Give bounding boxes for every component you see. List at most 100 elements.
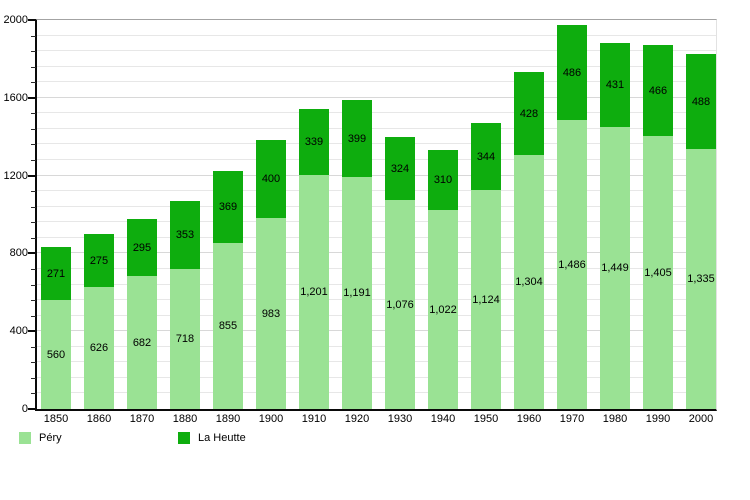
y-minor-tick	[31, 113, 36, 114]
bar-value-pery-1990: 1,405	[644, 267, 672, 279]
minor-gridline	[37, 50, 716, 51]
bar-value-pery-1920: 1,191	[343, 287, 371, 299]
y-minor-tick	[31, 191, 36, 192]
bar-segment-pery-1890: 855	[213, 243, 243, 409]
legend-swatch-pery	[19, 432, 31, 444]
bar-value-la-heutte-1860: 275	[89, 255, 109, 267]
bar-value-pery-2000: 1,335	[687, 273, 715, 285]
y-minor-tick	[31, 144, 36, 145]
bar-segment-la-heutte-1960: 428	[514, 72, 544, 155]
bar-segment-pery-1980: 1,449	[600, 127, 630, 409]
bar-segment-la-heutte-1950: 344	[471, 123, 501, 190]
minor-gridline	[37, 268, 716, 269]
minor-gridline	[37, 112, 716, 113]
bar-segment-la-heutte-1890: 369	[213, 171, 243, 243]
bar-value-pery-1910: 1,201	[300, 286, 328, 298]
bar-value-pery-1950: 1,124	[472, 294, 500, 306]
bar-segment-la-heutte-1880: 353	[170, 201, 200, 269]
y-major-tick	[28, 330, 36, 332]
bar-segment-pery-1850: 560	[41, 300, 71, 409]
bar-segment-la-heutte-1910: 339	[299, 109, 329, 175]
minor-gridline	[37, 346, 716, 347]
minor-gridline	[37, 206, 716, 207]
x-tick-label-1860: 1860	[86, 413, 112, 425]
major-gridline	[37, 252, 716, 253]
y-tick-label-800: 800	[9, 247, 28, 259]
minor-gridline	[37, 128, 716, 129]
y-tick-label-400: 400	[9, 325, 28, 337]
bar-segment-pery-2000: 1,335	[686, 149, 716, 409]
bar-value-la-heutte-1960: 428	[519, 108, 539, 120]
y-minor-tick	[31, 207, 36, 208]
major-gridline	[37, 97, 716, 98]
major-gridline	[37, 175, 716, 176]
bar-value-pery-1860: 626	[89, 342, 109, 354]
minor-gridline	[37, 237, 716, 238]
bar-value-la-heutte-1990: 466	[648, 85, 668, 97]
bar-segment-la-heutte-1920: 399	[342, 100, 372, 177]
minor-gridline	[37, 315, 716, 316]
x-tick-label-1960: 1960	[516, 413, 542, 425]
legend-label-pery: Péry	[39, 432, 62, 444]
bar-value-la-heutte-1930: 324	[390, 163, 410, 175]
y-major-tick	[28, 252, 36, 254]
bar-value-la-heutte-1910: 339	[304, 136, 324, 148]
minor-gridline	[37, 66, 716, 67]
x-tick-label-2000: 2000	[688, 413, 714, 425]
bar-value-pery-1970: 1,486	[558, 259, 586, 271]
x-tick-label-1890: 1890	[215, 413, 241, 425]
y-major-tick	[28, 408, 36, 410]
minor-gridline	[37, 361, 716, 362]
bar-value-la-heutte-1880: 353	[175, 229, 195, 241]
bar-value-pery-1870: 682	[132, 337, 152, 349]
y-tick-label-1600: 1600	[3, 92, 28, 104]
y-tick-label-2000: 2000	[3, 14, 28, 26]
y-minor-tick	[31, 300, 36, 301]
y-minor-tick	[31, 393, 36, 394]
y-tick-label-0: 0	[21, 403, 28, 415]
bar-segment-la-heutte-1990: 466	[643, 45, 673, 136]
bar-value-la-heutte-1970: 486	[562, 67, 582, 79]
bar-value-pery-1980: 1,449	[601, 262, 629, 274]
bar-segment-pery-1860: 626	[84, 287, 114, 409]
bar-value-pery-1940: 1,022	[429, 304, 457, 316]
bar-value-pery-1880: 718	[175, 333, 195, 345]
minor-gridline	[37, 221, 716, 222]
bar-segment-la-heutte-1860: 275	[84, 234, 114, 287]
bar-segment-pery-1990: 1,405	[643, 136, 673, 409]
x-tick-label-1990: 1990	[645, 413, 671, 425]
bar-segment-la-heutte-1980: 431	[600, 43, 630, 127]
y-minor-tick	[31, 67, 36, 68]
bar-segment-pery-1940: 1,022	[428, 210, 458, 409]
y-minor-tick	[31, 36, 36, 37]
bar-segment-pery-1870: 682	[127, 276, 157, 409]
bar-segment-pery-1910: 1,201	[299, 175, 329, 409]
bar-value-pery-1960: 1,304	[515, 276, 543, 288]
minor-gridline	[37, 392, 716, 393]
minor-gridline	[37, 377, 716, 378]
bar-segment-la-heutte-1900: 400	[256, 140, 286, 218]
bar-segment-pery-1920: 1,191	[342, 177, 372, 409]
y-minor-tick	[31, 238, 36, 239]
bar-value-la-heutte-1890: 369	[218, 201, 238, 213]
minor-gridline	[37, 81, 716, 82]
legend-label-la-heutte: La Heutte	[198, 432, 246, 444]
minor-gridline	[37, 143, 716, 144]
y-minor-tick	[31, 285, 36, 286]
bar-segment-pery-1970: 1,486	[557, 120, 587, 409]
y-minor-tick	[31, 160, 36, 161]
y-minor-tick	[31, 347, 36, 348]
bar-segment-la-heutte-1870: 295	[127, 219, 157, 276]
bar-value-la-heutte-1950: 344	[476, 151, 496, 163]
x-tick-label-1930: 1930	[387, 413, 413, 425]
bar-segment-la-heutte-1970: 486	[557, 25, 587, 120]
bar-segment-pery-1950: 1,124	[471, 190, 501, 409]
minor-gridline	[37, 35, 716, 36]
x-tick-label-1850: 1850	[43, 413, 69, 425]
x-tick-label-1870: 1870	[129, 413, 155, 425]
y-minor-tick	[31, 362, 36, 363]
x-tick-label-1880: 1880	[172, 413, 198, 425]
bar-segment-pery-1900: 983	[256, 218, 286, 409]
bar-segment-pery-1880: 718	[170, 269, 200, 409]
x-tick-label-1910: 1910	[301, 413, 327, 425]
